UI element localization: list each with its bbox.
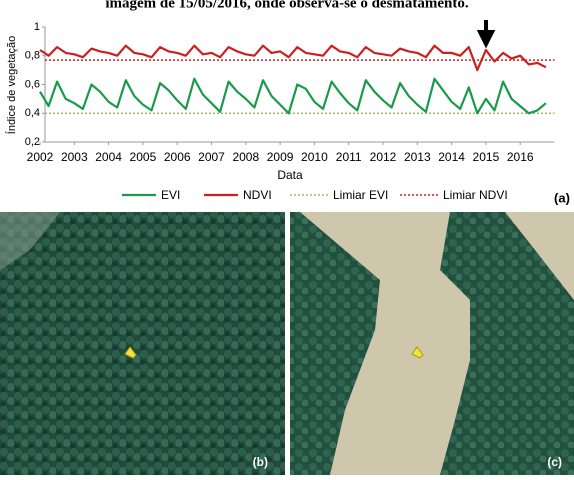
y-tick-label: 0,2 [25,136,40,148]
x-tick-label: 2016 [507,150,534,164]
x-tick-label: 2006 [164,150,191,164]
figure: imagem de 15/05/2016, onde observa-se o … [0,0,574,475]
x-tick-label: 2002 [27,150,54,164]
legend-label: NDVI [243,188,272,202]
arrow [480,20,492,44]
y-tick-label: 0,4 [25,107,40,119]
x-tick-label: 2014 [438,150,465,164]
x-tick-label: 2015 [473,150,500,164]
series-line [40,46,546,70]
legend-label: EVI [161,188,180,202]
y-axis-label: Índice de vegetação [5,36,18,134]
x-tick-label: 2009 [267,150,294,164]
series-line [40,79,546,114]
x-axis-label: Data [277,168,303,182]
x-tick-label: 2008 [232,150,259,164]
x-tick-label: 2005 [130,150,157,164]
x-tick-label: 2003 [61,150,88,164]
panel-b: (b) [0,212,285,475]
x-tick-label: 2007 [198,150,225,164]
panel-label: (a) [554,190,570,205]
page: imagem de 15/05/2016, onde observa-se o … [0,0,574,475]
panel-label: (c) [547,455,562,469]
y-tick-label: 0,8 [25,50,40,62]
y-tick-label: 1 [34,21,40,33]
legend-label: Limiar EVI [333,188,388,202]
panel-label: (b) [253,455,268,469]
caption: imagem de 15/05/2016, onde observa-se o … [105,0,469,11]
x-tick-label: 2011 [336,150,362,164]
x-tick-label: 2010 [301,150,328,164]
x-tick-label: 2004 [95,150,122,164]
panel-c: (c) [290,212,574,475]
legend-label: Limiar NDVI [443,188,508,202]
y-tick-label: 0,6 [25,78,40,90]
forest-image [0,212,285,475]
x-tick-label: 2012 [370,150,397,164]
x-tick-label: 2013 [404,150,431,164]
